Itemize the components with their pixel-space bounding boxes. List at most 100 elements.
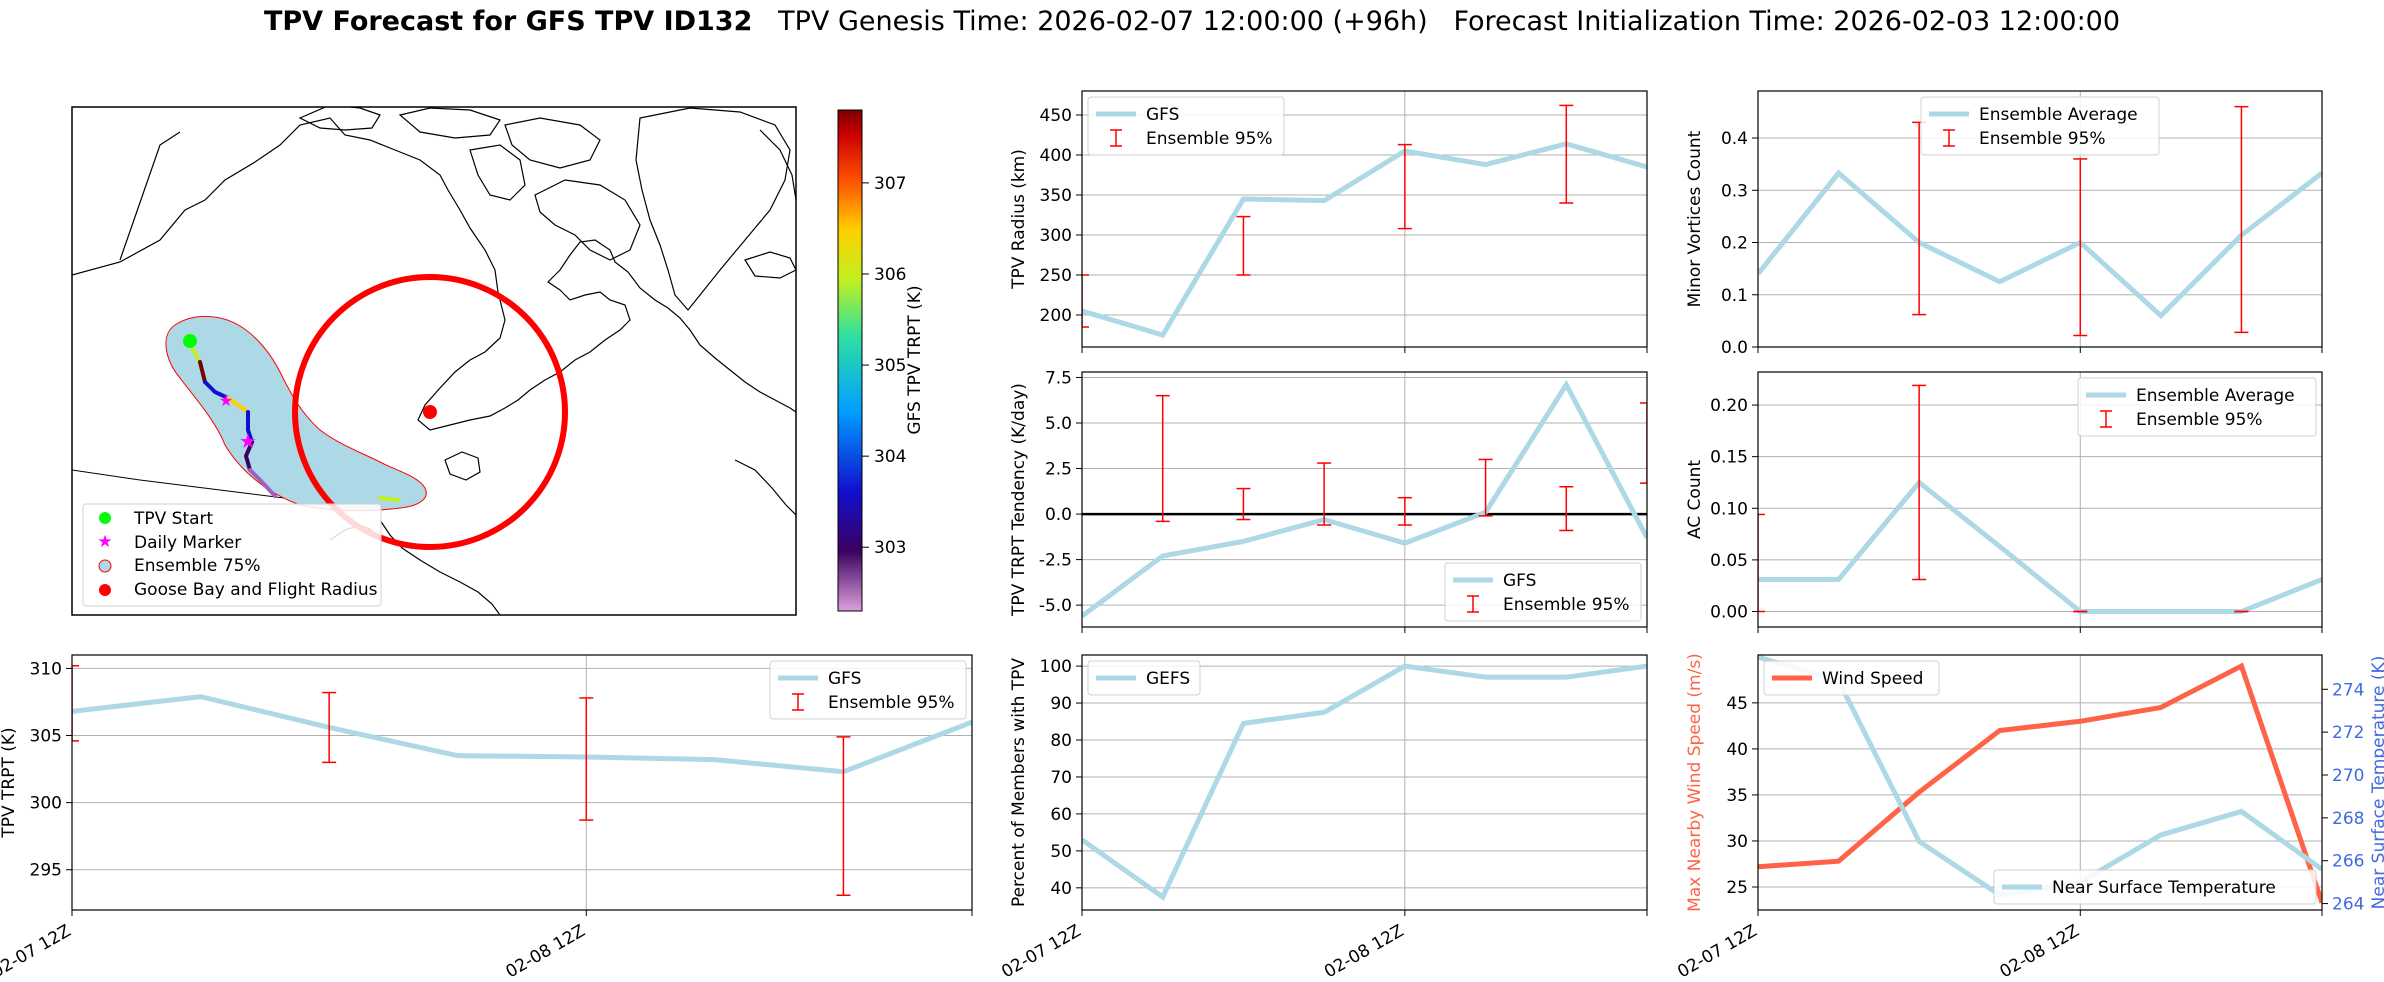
y-tick-label: 300 [30,794,62,814]
y-tick-label: 200 [1040,306,1072,326]
legend-label: GEFS [1146,669,1190,689]
legend-goose-bay: Goose Bay and Flight Radius [134,580,378,600]
legend-label: GFS [1146,105,1179,125]
legend-box [769,660,967,720]
y-tick-label: 0.15 [1710,448,1748,468]
legend-label: Ensemble 95% [1503,595,1630,615]
x-tick-label: 02-07 12Z [1674,921,1760,982]
legend-box [2077,377,2317,437]
axes-frame [71,654,973,911]
chart-legend: Ensemble Average Ensemble 95% [2077,377,2317,437]
series-line [1758,478,2322,615]
x-tick-label: 02-07 12Z [0,921,75,982]
y-tick-label: 0.2 [1721,234,1748,254]
colorbar-tick-label: 307 [874,174,906,194]
series-line-wind [1758,662,2322,904]
map-legend-box [82,503,382,607]
legend-label: Ensemble Average [2136,386,2295,406]
x-tick-label: 02-07 12Z [998,921,1084,982]
y-right-axis-label: Near Surface Temperature (K) [2369,656,2384,910]
legend-box [1763,660,1940,696]
errorbar [1397,496,1412,526]
daily-marker-2: ★ [219,391,233,410]
legend-errorbar-icon [1110,129,1122,147]
x-tick-label: 02-08 12Z [1321,921,1407,982]
legend-box [1087,96,1285,156]
errorbar [72,664,79,742]
legend-errorbar-icon [1943,129,1955,147]
y-right-tick-label: 264 [2332,895,2364,915]
chart-panels: 295 300 305 310 02-07 12Z 02-08 12Z TPV TRPT (… [0,90,2384,982]
chart-radius: 200 250 300 350 400 450 TPV Radius (km) GFS Ense… [1009,90,1648,353]
y-tick-label: 5.0 [1045,414,1072,434]
legend-label: Ensemble 95% [1979,129,2106,149]
y-axis-label: Minor Vortices Count [1685,130,1705,307]
chart-members: 40 50 60 70 80 90 100 02-07 12Z 02-08 12Z Percent… [998,654,1648,982]
y-tick-label: 50 [1050,842,1072,862]
errorbar [1559,104,1574,204]
errorbar [579,697,594,821]
errorbar [1758,513,1765,613]
colorbar-label: GFS TPV TRPT (K) [905,285,925,434]
scandinavia [759,129,796,201]
errorbar [2234,105,2249,334]
border-ak [119,131,181,261]
plot-area [72,664,972,896]
y-tick-label: 100 [1040,657,1072,677]
axes-frame [1757,371,2323,628]
errorbar [1082,274,1089,328]
legend-label: Ensemble Average [1979,105,2138,125]
y-axis-label: TPV Radius (km) [1009,149,1029,290]
y-axis-label: TPV TRPT Tendency (K/day) [1009,383,1029,617]
chart-legend: Ensemble Average Ensemble 95% [1920,96,2160,156]
legend-label: Wind Speed [1822,669,1923,689]
y-tick-label: 300 [1040,226,1072,246]
island-d [469,144,526,201]
legend-label: Ensemble 95% [2136,410,2263,430]
chart-legend: Wind Speed [1763,660,1940,696]
island-a [298,107,381,131]
chart-legend: GFS Ensemble 95% [1087,96,1285,156]
plot-area [1758,384,2322,615]
axes-frame [1081,90,1648,348]
tpv-start-marker [183,334,197,348]
series-line [72,694,972,775]
series-line [1758,169,2322,320]
chart-ac: 0.00 0.05 0.10 0.15 0.20 AC Count Ensemble Ave… [1685,371,2323,633]
y-right-tick-label: 274 [2332,680,2364,700]
y-right-tick-label: 266 [2332,852,2364,872]
y-tick-label: 295 [30,861,62,881]
y-tick-label: 0.1 [1721,286,1748,306]
errorbar [2073,158,2088,337]
y-axis-label: Max Nearby Wind Speed (m/s) [1685,653,1705,912]
plot-area [1082,379,1647,619]
y-axis-label: TPV TRPT (K) [0,727,19,838]
y-tick-label: 70 [1050,768,1072,788]
title-genesis: TPV Genesis Time: 2026-02-07 12:00:00 (+… [778,6,1428,37]
y-tick-label: 0.10 [1710,499,1748,519]
y-axis-label: Percent of Members with TPV [1009,658,1029,907]
errorbar [1640,402,1647,484]
y-tick-label: 25 [1726,878,1748,898]
legend-errorbar-icon [792,693,804,711]
chart-tendency: -5.0 -2.5 0.0 2.5 5.0 7.5 TPV TRPT Tendency (K… [1009,368,1648,633]
y-tick-label: 0.0 [1045,505,1072,525]
figure-title: TPV Forecast for GFS TPV ID132 TPV Genes… [0,6,2384,37]
plot-area [1082,104,1647,338]
y-tick-label: 40 [1726,740,1748,760]
plot-area [1082,663,1647,901]
map-panel: ★ ★ ★ TPV Start Daily Marker Ensemble 75… [71,106,925,616]
chart-legend: GFS Ensemble 95% [1444,562,1642,622]
legend-tpv-start: TPV Start [133,509,214,529]
legend-box [1920,96,2160,156]
daily-marker: ★ [239,429,257,453]
axes-frame [1081,654,1648,911]
tpv-track [188,342,400,502]
legend-daily-marker: Daily Marker [134,533,241,553]
y-tick-label: -2.5 [1039,551,1072,571]
y-tick-label: 30 [1726,832,1748,852]
legend-ensemble-icon [98,559,112,573]
y-tick-label: 250 [1040,266,1072,286]
errorbar [836,736,851,896]
